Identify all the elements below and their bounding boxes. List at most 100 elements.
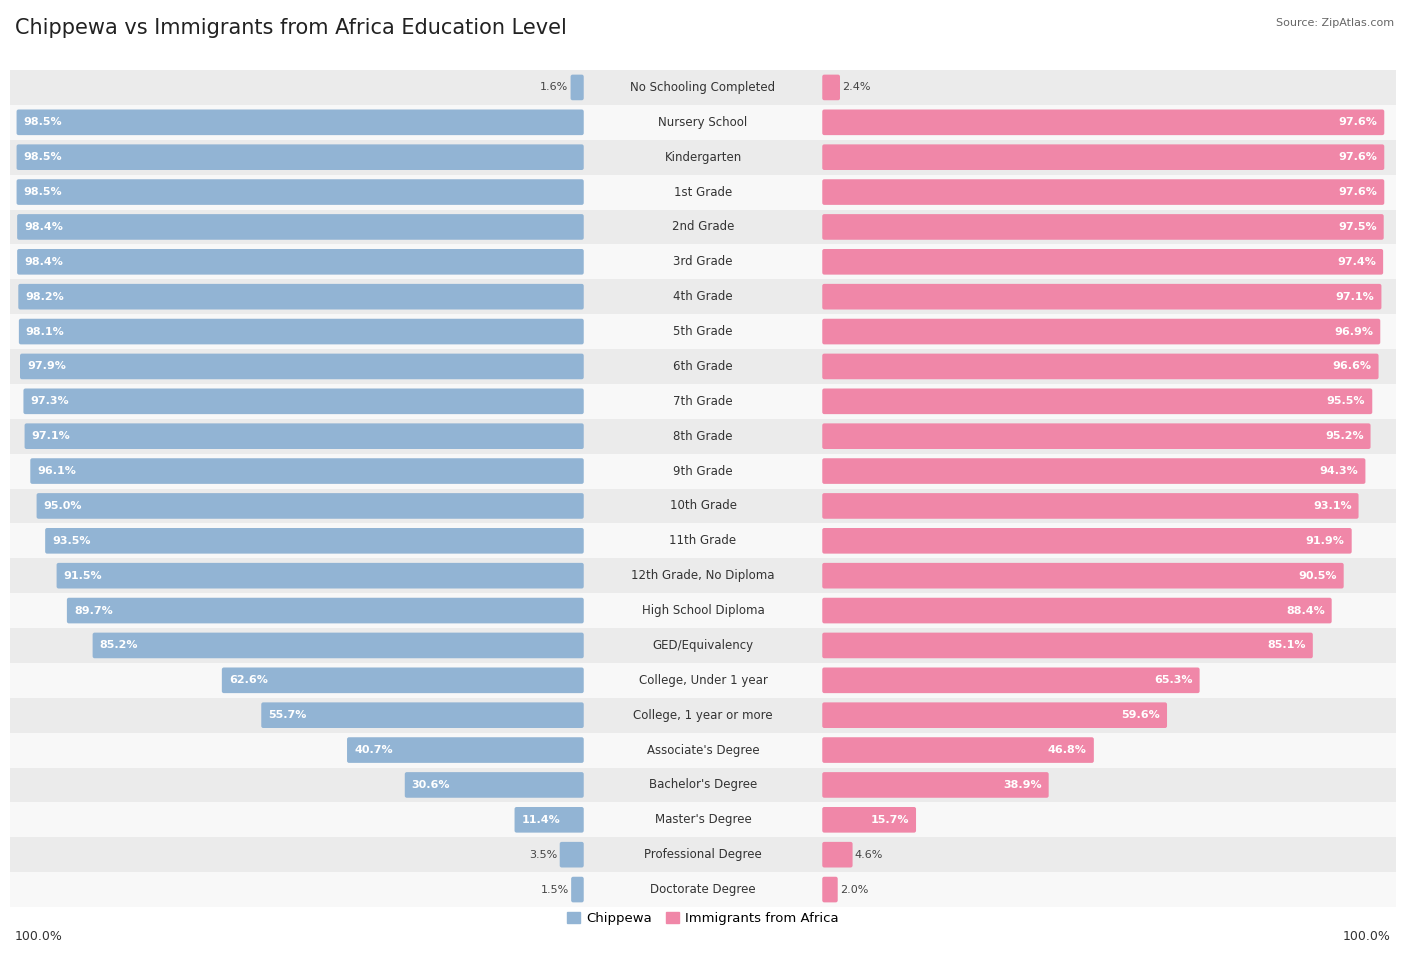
Text: 85.2%: 85.2%	[100, 641, 138, 650]
Text: 97.6%: 97.6%	[1339, 117, 1378, 128]
Text: 59.6%: 59.6%	[1121, 710, 1160, 721]
Text: 96.6%: 96.6%	[1333, 362, 1372, 371]
Text: 98.4%: 98.4%	[24, 256, 63, 267]
FancyBboxPatch shape	[17, 144, 583, 170]
Text: 100.0%: 100.0%	[15, 930, 63, 944]
FancyBboxPatch shape	[823, 841, 852, 868]
FancyBboxPatch shape	[31, 458, 583, 484]
FancyBboxPatch shape	[823, 354, 1378, 379]
Text: 9th Grade: 9th Grade	[673, 464, 733, 478]
Bar	[10, 488, 1396, 524]
FancyBboxPatch shape	[18, 319, 583, 344]
Text: 98.5%: 98.5%	[24, 117, 62, 128]
FancyBboxPatch shape	[823, 598, 1331, 623]
Text: 98.5%: 98.5%	[24, 187, 62, 197]
Text: 97.1%: 97.1%	[1336, 292, 1375, 301]
FancyBboxPatch shape	[823, 458, 1365, 484]
Text: 1st Grade: 1st Grade	[673, 185, 733, 199]
Bar	[10, 698, 1396, 732]
Text: 30.6%: 30.6%	[412, 780, 450, 790]
Text: 55.7%: 55.7%	[269, 710, 307, 721]
Text: 65.3%: 65.3%	[1154, 676, 1192, 685]
Text: 3rd Grade: 3rd Grade	[673, 255, 733, 268]
Text: Master's Degree: Master's Degree	[655, 813, 751, 827]
Text: 98.4%: 98.4%	[24, 222, 63, 232]
FancyBboxPatch shape	[823, 249, 1384, 275]
Text: 97.9%: 97.9%	[27, 362, 66, 371]
FancyBboxPatch shape	[823, 284, 1382, 309]
Bar	[10, 139, 1396, 175]
Bar	[10, 279, 1396, 314]
Text: 97.6%: 97.6%	[1339, 152, 1378, 162]
Text: College, Under 1 year: College, Under 1 year	[638, 674, 768, 686]
Text: 10th Grade: 10th Grade	[669, 499, 737, 513]
Text: 100.0%: 100.0%	[1343, 930, 1391, 944]
Bar	[10, 245, 1396, 279]
Text: 2.0%: 2.0%	[839, 884, 868, 895]
Bar	[10, 210, 1396, 245]
Text: 5th Grade: 5th Grade	[673, 325, 733, 338]
FancyBboxPatch shape	[17, 214, 583, 240]
FancyBboxPatch shape	[560, 841, 583, 868]
Text: 1.6%: 1.6%	[540, 83, 568, 93]
Text: 93.5%: 93.5%	[52, 536, 90, 546]
Bar	[10, 384, 1396, 418]
FancyBboxPatch shape	[823, 179, 1385, 205]
FancyBboxPatch shape	[20, 354, 583, 379]
Text: 11th Grade: 11th Grade	[669, 534, 737, 547]
Text: 7th Grade: 7th Grade	[673, 395, 733, 408]
Bar	[10, 418, 1396, 453]
Bar	[10, 349, 1396, 384]
Bar	[10, 524, 1396, 559]
Bar	[10, 802, 1396, 838]
Text: 95.2%: 95.2%	[1324, 431, 1364, 441]
Text: 96.9%: 96.9%	[1334, 327, 1374, 336]
Bar	[10, 593, 1396, 628]
FancyBboxPatch shape	[823, 807, 917, 833]
FancyBboxPatch shape	[24, 423, 583, 449]
FancyBboxPatch shape	[823, 737, 1094, 762]
FancyBboxPatch shape	[18, 284, 583, 309]
Text: 15.7%: 15.7%	[870, 815, 910, 825]
Text: 94.3%: 94.3%	[1320, 466, 1358, 476]
FancyBboxPatch shape	[45, 528, 583, 554]
Bar	[10, 175, 1396, 210]
Text: 93.1%: 93.1%	[1313, 501, 1351, 511]
FancyBboxPatch shape	[571, 75, 583, 100]
Text: 97.1%: 97.1%	[31, 431, 70, 441]
Text: Chippewa vs Immigrants from Africa Education Level: Chippewa vs Immigrants from Africa Educa…	[15, 18, 567, 38]
Text: Kindergarten: Kindergarten	[665, 151, 741, 164]
Text: 6th Grade: 6th Grade	[673, 360, 733, 372]
Text: 89.7%: 89.7%	[75, 605, 112, 615]
Text: 2nd Grade: 2nd Grade	[672, 220, 734, 233]
FancyBboxPatch shape	[823, 772, 1049, 798]
FancyBboxPatch shape	[515, 807, 583, 833]
FancyBboxPatch shape	[37, 493, 583, 519]
Bar	[10, 105, 1396, 139]
FancyBboxPatch shape	[823, 633, 1313, 658]
FancyBboxPatch shape	[823, 75, 839, 100]
Text: 91.9%: 91.9%	[1306, 536, 1344, 546]
FancyBboxPatch shape	[823, 109, 1385, 136]
Bar	[10, 732, 1396, 767]
Text: 2.4%: 2.4%	[842, 83, 870, 93]
FancyBboxPatch shape	[823, 319, 1381, 344]
Bar	[10, 838, 1396, 872]
FancyBboxPatch shape	[823, 144, 1385, 170]
FancyBboxPatch shape	[823, 877, 838, 903]
Bar	[10, 663, 1396, 698]
Text: 3.5%: 3.5%	[530, 849, 558, 860]
Text: 97.4%: 97.4%	[1337, 256, 1376, 267]
Text: Doctorate Degree: Doctorate Degree	[650, 883, 756, 896]
Text: 85.1%: 85.1%	[1267, 641, 1306, 650]
Text: College, 1 year or more: College, 1 year or more	[633, 709, 773, 722]
FancyBboxPatch shape	[405, 772, 583, 798]
Text: 1.5%: 1.5%	[541, 884, 569, 895]
Text: 91.5%: 91.5%	[63, 570, 103, 581]
Text: 38.9%: 38.9%	[1002, 780, 1042, 790]
Text: 11.4%: 11.4%	[522, 815, 561, 825]
Text: Professional Degree: Professional Degree	[644, 848, 762, 861]
Text: 98.2%: 98.2%	[25, 292, 65, 301]
FancyBboxPatch shape	[93, 633, 583, 658]
FancyBboxPatch shape	[571, 877, 583, 903]
